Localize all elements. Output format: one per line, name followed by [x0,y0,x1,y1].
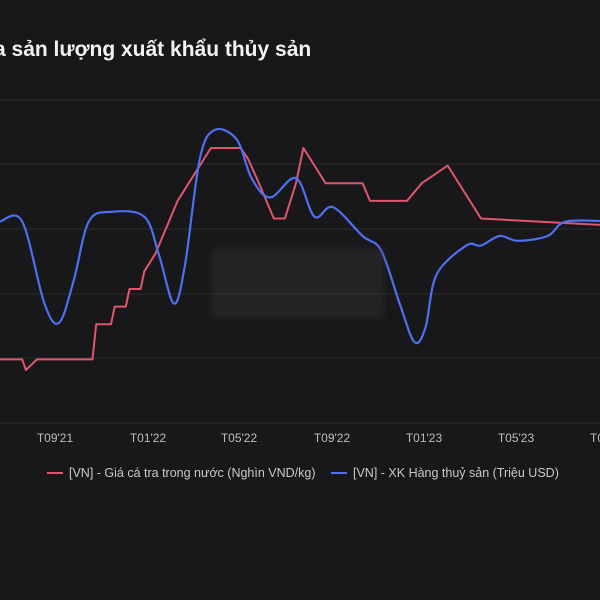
x-tick-label: T0 [590,431,600,445]
x-tick-label: T09'21 [37,431,74,445]
legend-label: [VN] - XK Hàng thuỷ sản (Triệu USD) [353,466,559,480]
x-tick-label: T05'22 [221,431,258,445]
x-tick-label: T05'23 [498,431,535,445]
legend-swatch-red [47,472,63,474]
legend-item-gia-ca-tra[interactable]: [VN] - Giá cá tra trong nước (Nghìn VND/… [47,466,316,480]
x-axis-ticks: T09'21 T01'22 T05'22 T09'22 T01'23 T05'23 T0 [37,431,600,445]
legend-item-xk-thuy-san[interactable]: [VN] - XK Hàng thuỷ sản (Triệu USD) [331,466,559,480]
legend-label: [VN] - Giá cá tra trong nước (Nghìn VND/… [69,466,316,480]
series-line-xk-thuy-san [0,127,600,345]
line-chart: T09'21 T01'22 T05'22 T09'22 T01'23 T05'23 T0 [0,99,600,445]
legend-swatch-blue [331,472,347,474]
x-tick-label: T09'22 [314,431,351,445]
x-tick-label: T01'23 [406,431,443,445]
series-group [0,127,600,371]
chart-title: a sản lượng xuất khẩu thủy sản [0,38,312,61]
x-tick-label: T01'22 [130,431,167,445]
watermark-logo [212,248,384,318]
